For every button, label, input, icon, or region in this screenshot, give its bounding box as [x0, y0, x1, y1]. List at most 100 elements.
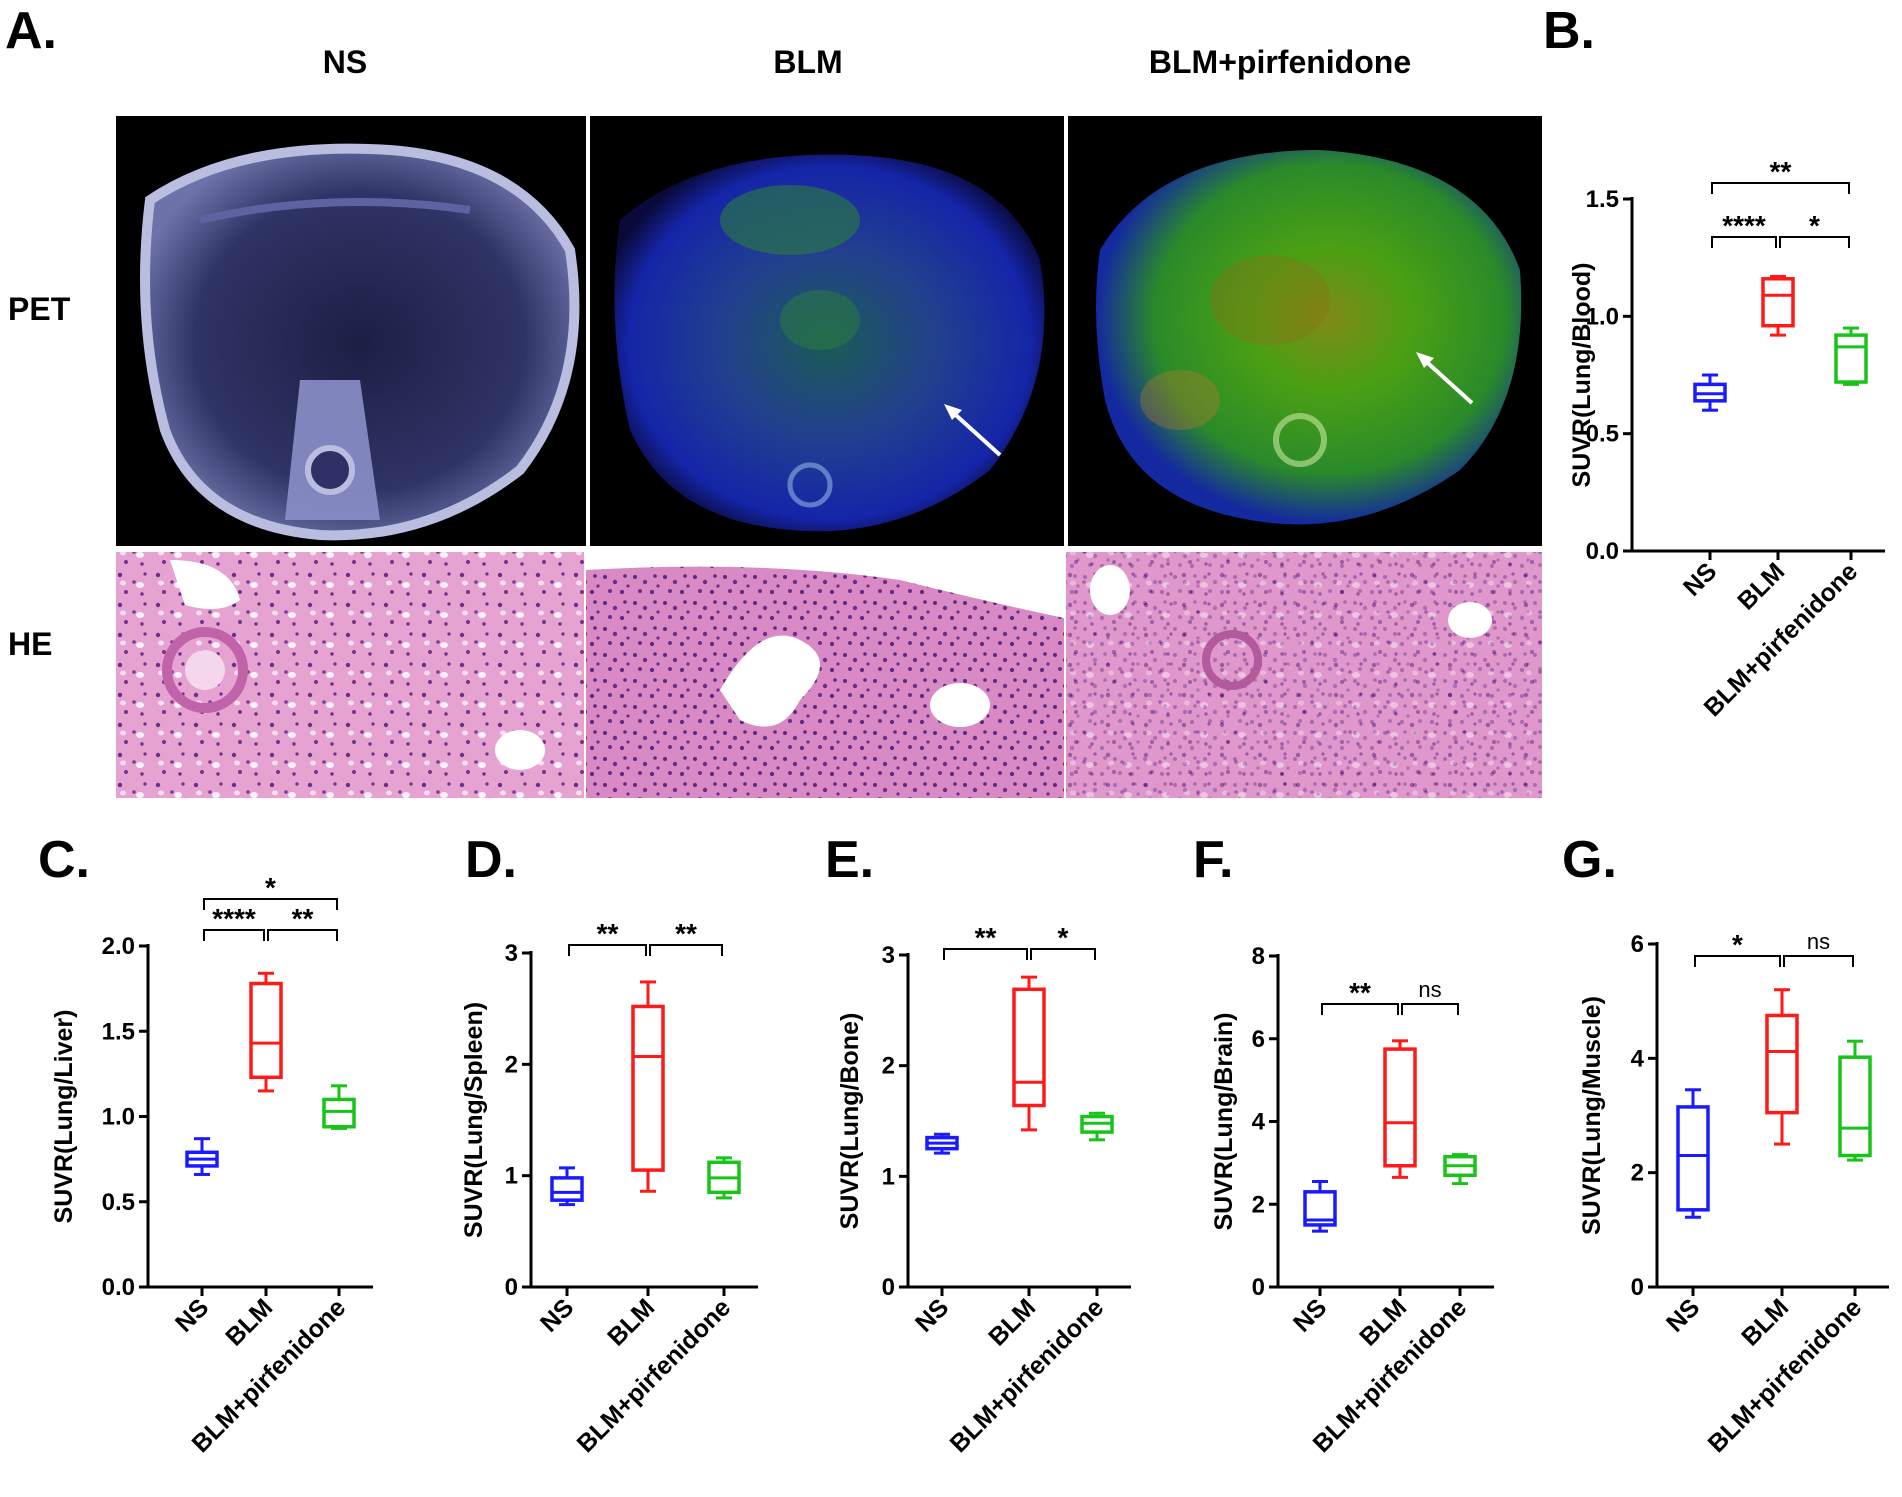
significance-label: ns — [1418, 977, 1441, 1002]
box-iqr — [1834, 333, 1868, 384]
y-tick-label: 2 — [505, 1051, 518, 1078]
box-iqr — [631, 1004, 665, 1172]
box-blm — [249, 971, 283, 1093]
y-tick-label: 1.5 — [102, 1018, 135, 1045]
y-tick-label: 2 — [1252, 1191, 1265, 1218]
he-image-blm — [586, 552, 1064, 798]
significance-label: * — [1732, 929, 1743, 960]
x-category-label: NS — [1288, 1293, 1332, 1337]
box-ns — [1693, 373, 1727, 412]
box-iqr — [550, 1176, 584, 1202]
significance-bracket: * — [1030, 922, 1096, 960]
pet-image-ns — [116, 116, 586, 546]
y-tick-label: 0.0 — [102, 1274, 135, 1301]
panel-a-label: A. — [5, 2, 57, 60]
x-category-label: NS — [170, 1293, 214, 1337]
y-tick-label: 8 — [1252, 943, 1265, 970]
panel-f-label: F. — [1193, 831, 1233, 889]
box-blm-pirfenidone — [1443, 1153, 1477, 1186]
significance-label: ** — [675, 918, 697, 949]
box-iqr — [1761, 277, 1795, 328]
row-label-he: HE — [8, 626, 52, 662]
panel-b-label: B. — [1543, 2, 1595, 60]
box-blm — [1761, 274, 1795, 337]
pet-arrow-blm — [946, 406, 1002, 457]
box-blm-pirfenidone — [1080, 1111, 1114, 1142]
y-tick-label: 1.0 — [1586, 303, 1619, 330]
significance-bracket: * — [1694, 929, 1781, 967]
y-tick-label: 2.0 — [102, 933, 135, 960]
significance-bracket: * — [203, 872, 338, 910]
box-iqr — [1012, 987, 1046, 1108]
significance-label: **** — [212, 903, 256, 934]
y-axis-label: SUVR(Lung/Spleen) — [460, 1002, 488, 1238]
panel-e-label: E. — [825, 831, 874, 889]
column-label-blm-pirfenidone: BLM+pirfenidone — [1149, 44, 1411, 80]
significance-label: * — [1058, 922, 1069, 953]
box-iqr — [1676, 1105, 1710, 1212]
box-blm-pirfenidone — [1834, 326, 1868, 386]
significance-label: ** — [597, 918, 619, 949]
y-tick-label: 0.5 — [1586, 421, 1619, 448]
significance-bracket: ** — [943, 922, 1028, 960]
y-tick-label: 2 — [1631, 1160, 1644, 1187]
y-tick-label: 0.0 — [1586, 538, 1619, 565]
box-blm — [1765, 988, 1799, 1146]
y-axis-label: SUVR(Lung/Blood) — [1568, 263, 1596, 488]
box-blm-pirfenidone — [707, 1156, 741, 1200]
y-tick-label: 6 — [1631, 931, 1644, 958]
y-tick-label: 4 — [1252, 1109, 1266, 1136]
significance-label: **** — [1722, 210, 1766, 241]
significance-label: ns — [1807, 929, 1830, 954]
panel-g-label: G. — [1562, 831, 1617, 889]
significance-bracket: ns — [1783, 929, 1854, 967]
significance-label: ** — [1349, 977, 1371, 1008]
significance-bracket: ** — [1711, 156, 1850, 194]
x-category-label: BLM — [602, 1293, 660, 1351]
column-label-blm: BLM — [773, 44, 842, 80]
x-category-label: NS — [910, 1293, 954, 1337]
he-image-blm-pirfenidone — [1066, 552, 1542, 798]
box-ns — [1303, 1179, 1337, 1233]
y-tick-label: 3 — [882, 942, 895, 969]
significance-bracket: **** — [1711, 210, 1777, 248]
y-axis-label: SUVR(Lung/Muscle) — [1578, 996, 1606, 1235]
significance-bracket: ns — [1401, 977, 1459, 1015]
y-tick-label: 0 — [882, 1274, 895, 1301]
significance-bracket: ** — [649, 918, 723, 956]
box-ns — [185, 1137, 219, 1176]
y-tick-label: 0 — [1631, 1274, 1644, 1301]
significance-label: ** — [1770, 156, 1792, 187]
row-label-pet: PET — [8, 291, 71, 327]
box-ns — [925, 1132, 959, 1155]
y-axis-label: SUVR(Lung/Liver) — [50, 1010, 78, 1224]
box-iqr — [1383, 1047, 1417, 1168]
x-category-label: BLM — [1732, 557, 1790, 615]
pet-image-blm — [590, 116, 1064, 546]
significance-bracket: **** — [203, 903, 265, 941]
box-blm — [1012, 975, 1046, 1132]
box-ns — [1676, 1088, 1710, 1219]
pet-arrow-pirfenidone — [1418, 354, 1474, 405]
x-category-label: NS — [1678, 557, 1722, 601]
he-image-ns — [116, 552, 584, 798]
box-ns — [550, 1166, 584, 1207]
box-blm — [1383, 1039, 1417, 1179]
y-axis-label: SUVR(Lung/Brain) — [1210, 1012, 1238, 1230]
y-tick-label: 1 — [505, 1163, 518, 1190]
significance-label: * — [1809, 210, 1820, 241]
panel-c-label: C. — [38, 831, 90, 889]
x-category-label: BLM — [1736, 1293, 1794, 1351]
x-category-label: NS — [535, 1293, 579, 1337]
box-iqr — [1765, 1013, 1799, 1115]
box-iqr — [1303, 1190, 1337, 1227]
significance-bracket: * — [1779, 210, 1850, 248]
box-blm — [631, 980, 665, 1193]
significance-label: ** — [292, 903, 314, 934]
x-category-label: BLM — [220, 1293, 278, 1351]
